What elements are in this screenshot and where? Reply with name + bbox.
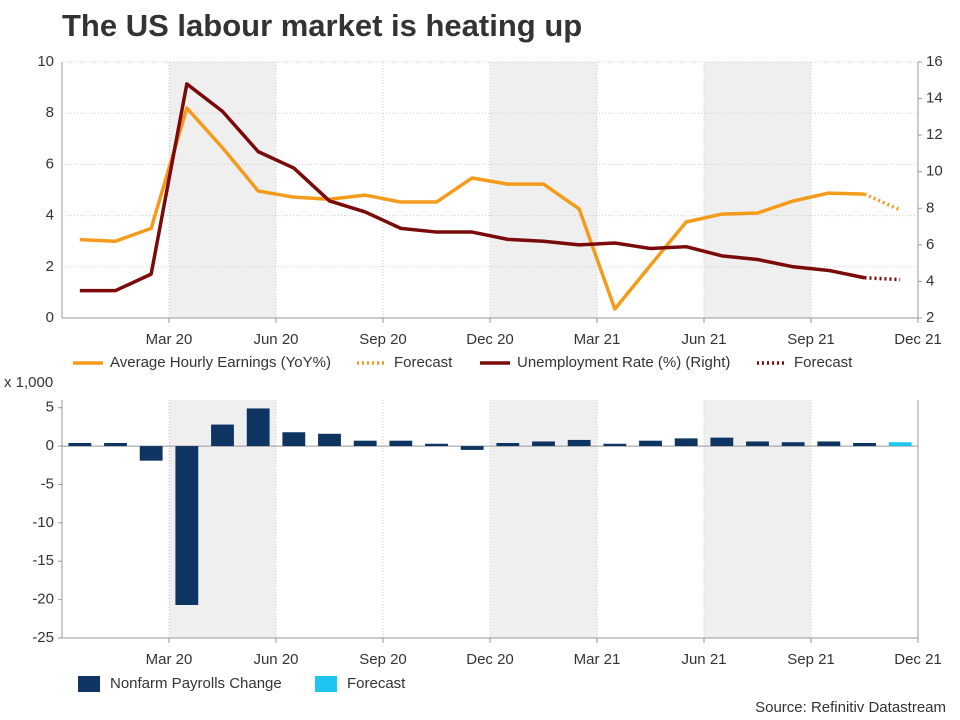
bar <box>246 408 270 447</box>
bar <box>888 442 912 447</box>
bar <box>639 440 662 447</box>
y-tick-label: -20 <box>32 591 54 608</box>
x-tick-label: Jun 21 <box>681 331 726 348</box>
bar <box>318 433 341 447</box>
bar <box>817 441 841 447</box>
bar <box>211 424 234 447</box>
y-tick-label: -5 <box>41 475 54 492</box>
bar <box>139 446 163 461</box>
y-tick-label: -10 <box>32 514 54 531</box>
y2-tick-label: 6 <box>926 236 934 253</box>
y-tick-label: -15 <box>32 552 54 569</box>
x-tick-label: Dec 21 <box>894 331 942 348</box>
chart-title: The US labour market is heating up <box>62 8 582 43</box>
y-tick-label: 8 <box>46 104 54 121</box>
bar <box>389 440 413 447</box>
x-tick-label: Mar 20 <box>146 331 193 348</box>
y-tick-label: 5 <box>46 399 54 416</box>
bar <box>68 442 92 447</box>
bar <box>567 439 591 447</box>
y2-tick-label: 8 <box>926 199 934 216</box>
legend-label: Forecast <box>394 354 453 371</box>
shade-band <box>704 62 811 318</box>
bar <box>674 438 698 447</box>
x-tick-label: Dec 20 <box>466 651 514 668</box>
x-tick-label: Jun 20 <box>253 331 298 348</box>
shade-band <box>490 400 597 638</box>
y-tick-label: 2 <box>46 258 54 275</box>
x-tick-label: Mar 21 <box>574 331 621 348</box>
x-tick-label: Sep 21 <box>787 331 835 348</box>
bar <box>603 443 627 447</box>
x-tick-label: Mar 21 <box>574 651 621 668</box>
x-tick-label: Dec 21 <box>894 651 942 668</box>
y-tick-label: 0 <box>46 437 54 454</box>
legend-label: Unemployment Rate (%) (Right) <box>517 354 730 371</box>
x-tick-label: Jun 20 <box>253 651 298 668</box>
y-tick-label: -25 <box>32 629 54 646</box>
bar <box>175 446 199 605</box>
legend-label: Average Hourly Earnings (YoY%) <box>110 354 331 371</box>
legend-label: Nonfarm Payrolls Change <box>110 675 282 692</box>
y2-tick-label: 4 <box>926 272 934 289</box>
line <box>79 82 865 293</box>
y2-tick-label: 10 <box>926 163 943 180</box>
legend-label: Forecast <box>794 354 853 371</box>
y-tick-label: 0 <box>46 309 54 326</box>
bar <box>746 441 769 447</box>
shade-band <box>704 400 811 638</box>
y2-tick-label: 14 <box>926 90 943 107</box>
x-tick-label: Sep 20 <box>359 331 407 348</box>
x-tick-label: Sep 21 <box>787 651 835 668</box>
shade-band <box>490 62 597 318</box>
bar <box>532 441 555 447</box>
bar <box>104 442 127 447</box>
bar <box>460 446 484 450</box>
y-tick-label: 6 <box>46 155 54 172</box>
x-tick-label: Sep 20 <box>359 651 407 668</box>
y-tick-label: 4 <box>46 207 54 224</box>
y-axis-label: x 1,000 <box>4 374 53 391</box>
bar <box>496 442 520 447</box>
y-tick-label: 10 <box>37 53 54 70</box>
bar <box>781 442 805 447</box>
y2-tick-label: 2 <box>926 309 934 326</box>
legend-label: Forecast <box>347 675 406 692</box>
line <box>864 276 901 282</box>
y2-tick-label: 12 <box>926 126 943 143</box>
y2-tick-label: 16 <box>926 53 943 70</box>
bar <box>425 443 448 447</box>
line <box>863 192 901 212</box>
x-tick-label: Jun 21 <box>681 651 726 668</box>
bar <box>853 442 876 447</box>
bar <box>710 437 734 447</box>
legend-swatch <box>315 676 337 692</box>
source: Source: Refinitiv Datastream <box>755 699 946 716</box>
x-tick-label: Mar 20 <box>146 651 193 668</box>
line <box>79 106 865 311</box>
bar <box>282 432 306 447</box>
legend-swatch <box>78 676 100 692</box>
bar <box>353 440 377 447</box>
x-tick-label: Dec 20 <box>466 331 514 348</box>
